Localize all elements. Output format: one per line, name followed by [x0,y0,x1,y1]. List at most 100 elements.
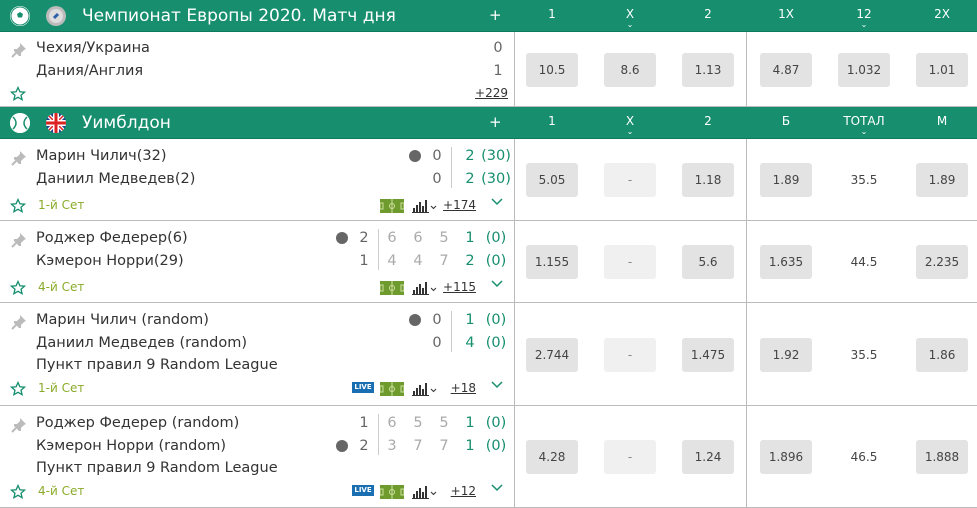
column-divider [746,406,747,507]
serving-ball-icon [409,150,421,162]
odds-button-0[interactable]: 10.5 [526,52,578,87]
pin-icon[interactable] [10,313,28,331]
column-header-2: 2 [669,114,747,128]
soccer-ball-icon [10,6,30,26]
expand-chevron-icon[interactable] [491,484,503,495]
odds-button-5[interactable]: 1.86 [916,337,968,372]
column-divider [746,221,747,302]
set-games: 6 [413,230,423,246]
odds-button-5[interactable]: 1.01 [916,52,968,87]
column-header-4[interactable]: 12 ⌄ [825,7,903,29]
pin-icon[interactable] [10,149,28,167]
column-label: 2 [704,114,712,128]
league-name: Пункт правил 9 Random League [36,460,278,476]
odds-button-0[interactable]: 1.155 [526,245,578,279]
odds-button-5[interactable]: 1.888 [916,440,968,474]
odds-button-5[interactable]: 1.89 [916,163,968,197]
statistics-icon[interactable] [412,281,438,295]
sets-score: 2 [359,230,369,246]
field-tracker-icon[interactable] [379,199,405,213]
set-games: 7 [439,438,449,454]
odds-button-1: - [604,245,656,279]
odds-button-0[interactable]: 5.05 [526,163,578,197]
odds-button-3[interactable]: 1.89 [760,163,812,197]
more-markets-link[interactable]: +18 [450,381,476,395]
column-header-2: 2 [669,7,747,21]
add-market-button[interactable]: + [489,6,502,24]
odds-button-2[interactable]: 1.18 [682,163,734,197]
field-tracker-icon[interactable] [379,281,405,295]
current-games: 4 [465,335,475,351]
odds-button-1[interactable]: 8.6 [604,52,656,87]
game-points: (0) [485,230,507,246]
team-name: Кэмерон Норри(29) [36,253,184,269]
odds-button-3[interactable]: 1.896 [760,440,812,474]
set-games: 6 [387,230,397,246]
pin-icon[interactable] [10,41,28,59]
column-label: 12 [856,7,872,21]
odds-button-2[interactable]: 1.475 [682,337,734,372]
live-tv-icon[interactable]: LIVE [352,382,374,393]
game-points: (0) [485,335,507,351]
odds-button-2[interactable]: 5.6 [682,245,734,279]
expand-chevron-icon[interactable] [491,280,503,291]
pin-icon[interactable] [10,416,28,434]
chevron-down-icon[interactable]: ⌄ [626,20,634,29]
favorite-star-icon[interactable] [9,483,27,500]
field-tracker-icon[interactable] [379,485,405,499]
column-header-1[interactable]: X ⌄ [591,7,669,29]
odds-button-2[interactable]: 1.13 [682,52,734,87]
serving-ball-icon [336,440,348,452]
more-markets-link[interactable]: +229 [475,86,508,100]
column-header-1[interactable]: X ⌄ [591,114,669,136]
statistics-icon[interactable] [412,485,438,499]
column-label: 2 [704,7,712,21]
current-games: 2 [465,148,475,164]
odds-button-0[interactable]: 4.28 [526,440,578,474]
favorite-star-icon[interactable] [9,197,27,214]
more-markets-link[interactable]: +12 [450,484,476,498]
odds-button-4: 44.5 [850,255,878,269]
expand-chevron-icon[interactable] [491,381,503,392]
set-games: 5 [439,415,449,431]
sets-score: 0 [432,312,442,328]
team-name: Марин Чилич(32) [36,148,167,164]
odds-button-3[interactable]: 4.87 [760,52,812,87]
field-tracker-icon[interactable] [379,382,405,396]
more-markets-link[interactable]: +174 [443,198,476,212]
serving-ball-icon [409,314,421,326]
game-points: (0) [485,415,507,431]
sets-score: 0 [432,148,442,164]
chevron-down-icon[interactable]: ⌄ [860,20,868,29]
more-markets-link[interactable]: +115 [443,280,476,294]
expand-chevron-icon[interactable] [491,198,503,209]
column-label: 1 [548,114,556,128]
odds-button-4[interactable]: 1.032 [838,52,890,87]
current-games: 2 [465,171,475,187]
chevron-down-icon[interactable]: ⌄ [860,127,868,136]
column-divider [514,32,515,106]
statistics-icon[interactable] [412,199,438,213]
odds-button-5[interactable]: 2.235 [916,245,968,279]
team-score: 0 [493,40,503,56]
pin-icon[interactable] [10,231,28,249]
event-row: Марин Чилич(32) Даниил Медведев(2) 0 2 (30) 0… [0,139,977,221]
odds-button-3[interactable]: 1.635 [760,245,812,279]
set-status: 1-й Сет [38,198,85,212]
favorite-star-icon[interactable] [9,85,27,102]
statistics-icon[interactable] [412,382,438,396]
event-row: Марин Чилич (random) Даниил Медведев (ran… [0,303,977,406]
live-tv-icon[interactable]: LIVE [352,485,374,496]
add-market-button[interactable]: + [489,113,502,131]
odds-button-1: - [604,337,656,372]
column-header-4[interactable]: ТОТАЛ ⌄ [825,114,903,136]
odds-button-3[interactable]: 1.92 [760,337,812,372]
chevron-down-icon[interactable]: ⌄ [626,127,634,136]
set-games: 4 [413,253,423,269]
odds-button-2[interactable]: 1.24 [682,440,734,474]
favorite-star-icon[interactable] [9,380,27,397]
europe-globe-icon [46,6,66,26]
odds-button-0[interactable]: 2.744 [526,337,578,372]
favorite-star-icon[interactable] [9,279,27,296]
odds-button-1: - [604,163,656,197]
